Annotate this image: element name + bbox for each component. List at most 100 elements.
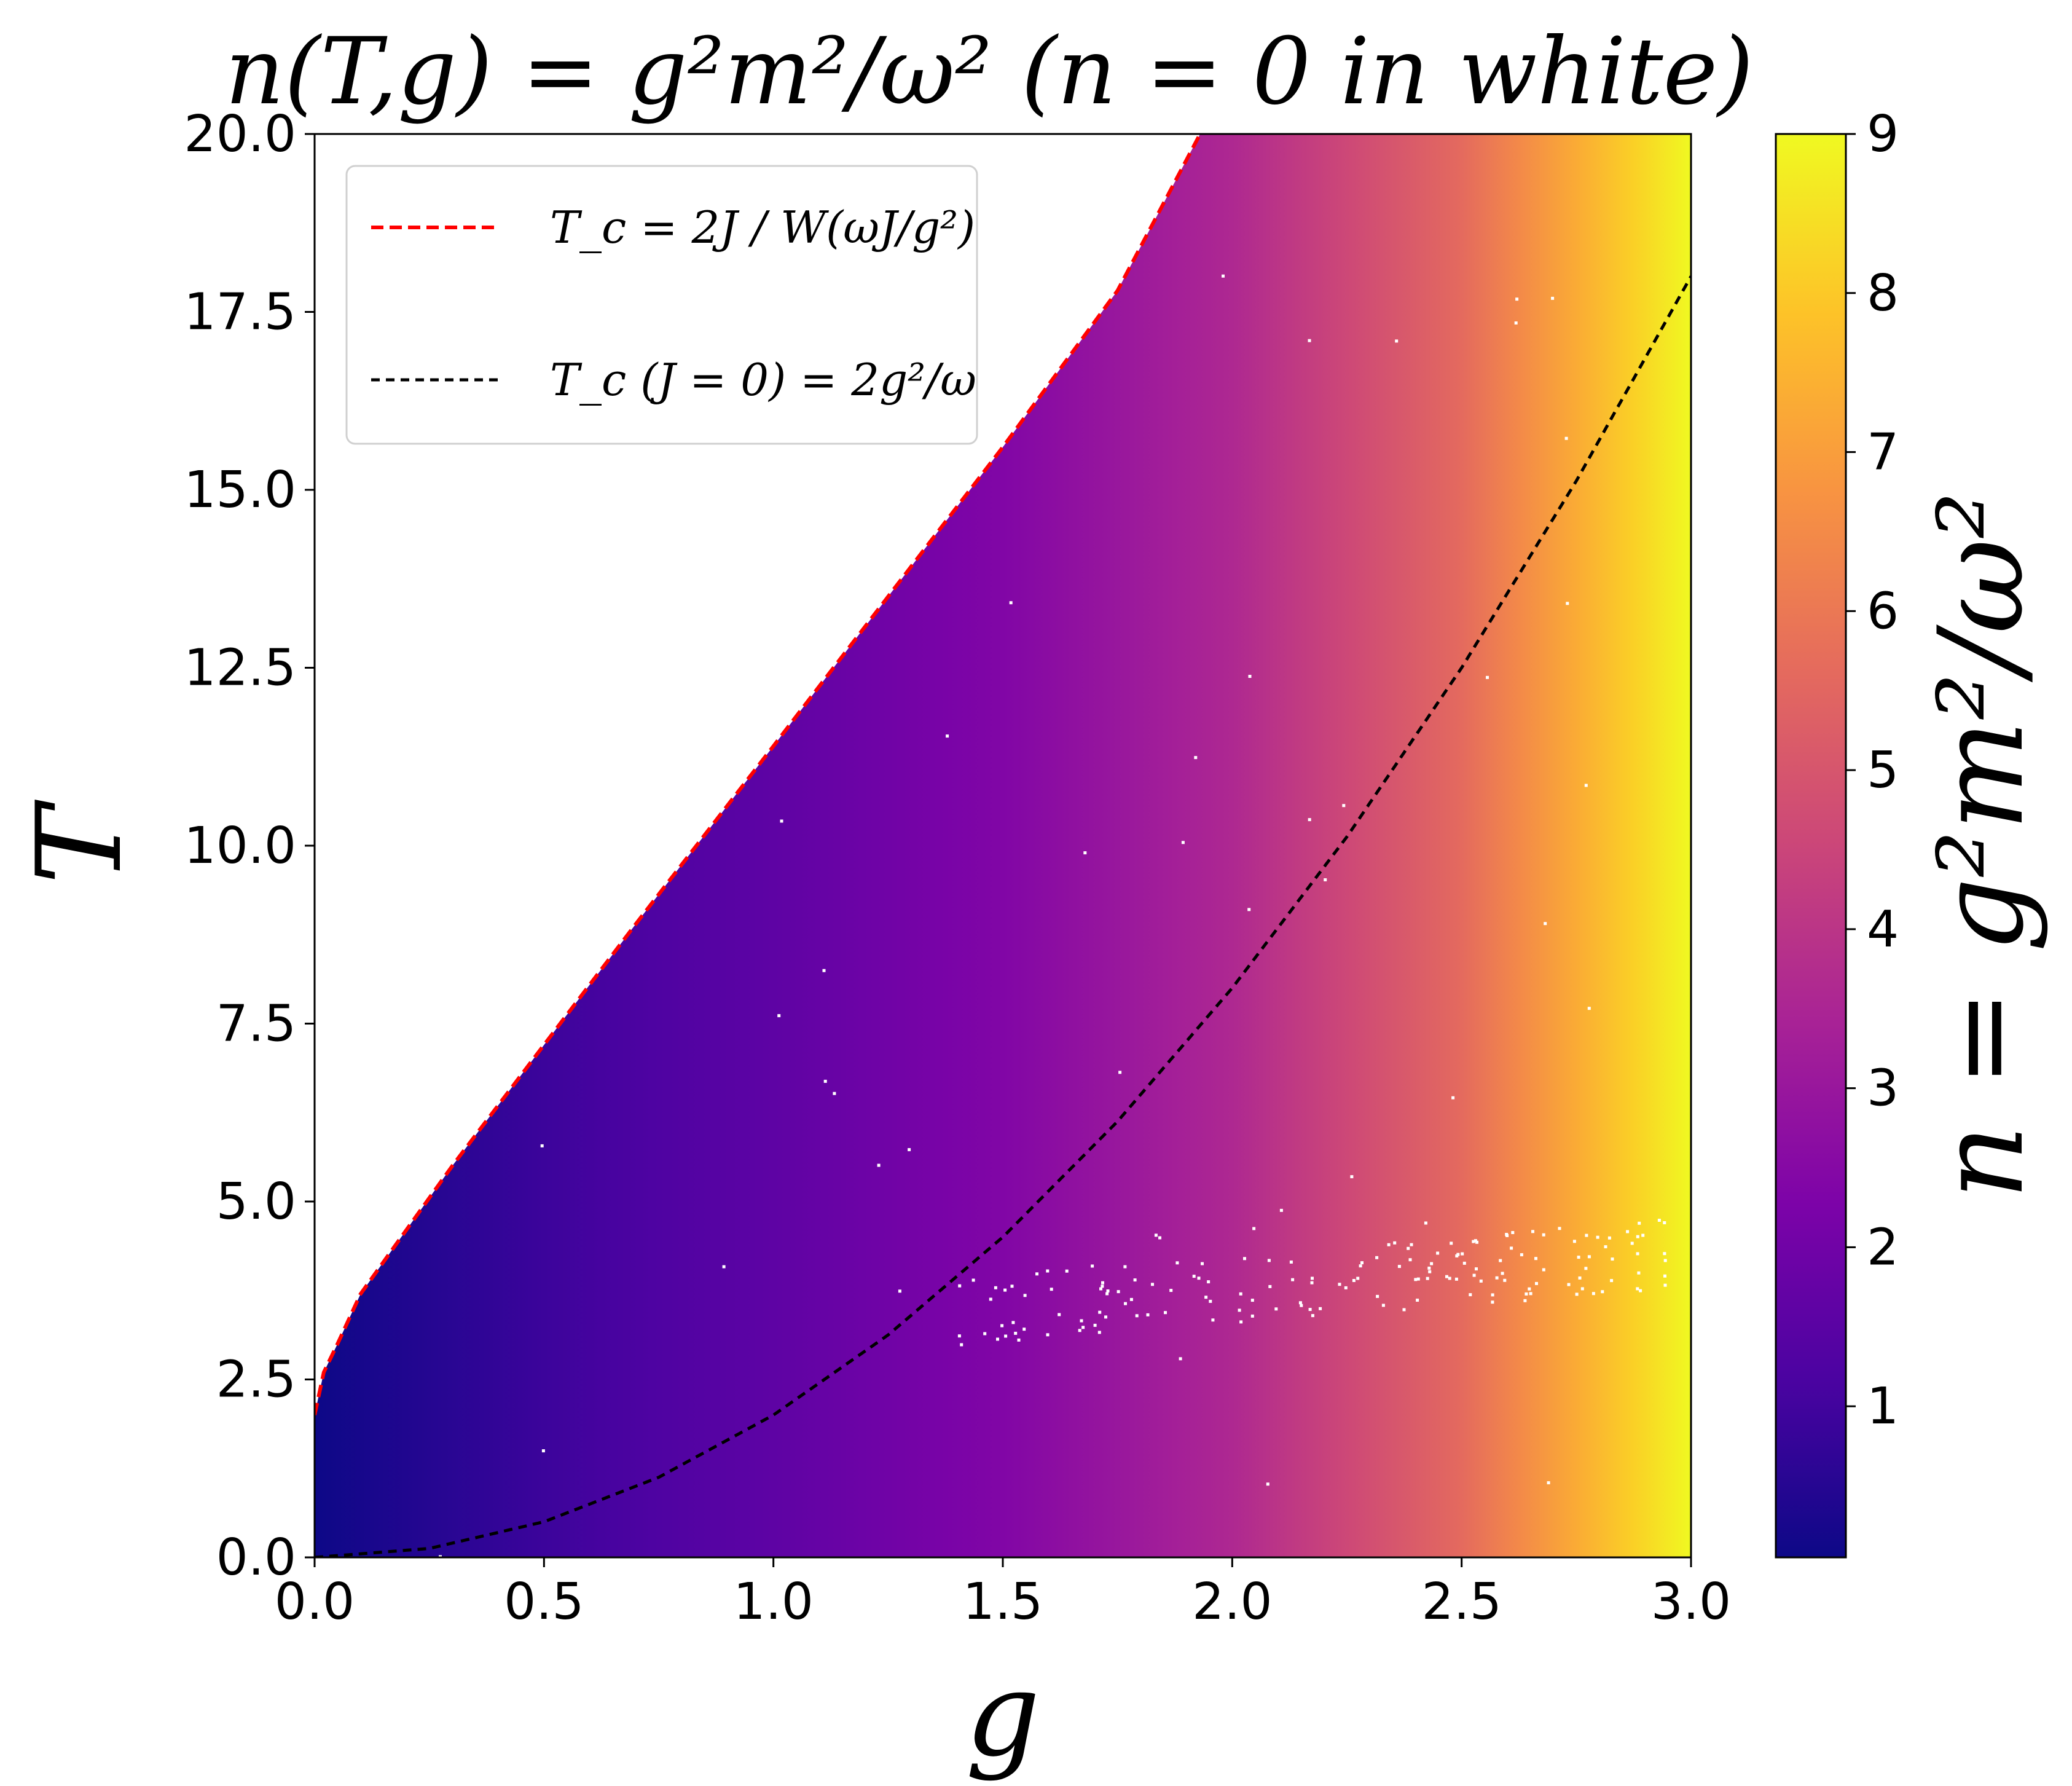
speckle [1211, 1318, 1215, 1322]
y-tick-label: 5.0 [216, 1173, 296, 1231]
speckle [1023, 1294, 1027, 1297]
speckle [1000, 1324, 1004, 1328]
speckle [1279, 1208, 1283, 1212]
speckle [1491, 1293, 1494, 1297]
speckle [1124, 1302, 1127, 1305]
speckle [1243, 1257, 1246, 1261]
speckle [1604, 1245, 1607, 1249]
speckle [1525, 1292, 1528, 1296]
speckle [1430, 1262, 1434, 1265]
speckle [1289, 1261, 1293, 1264]
speckle [1511, 1231, 1515, 1234]
speckle [1011, 1321, 1015, 1324]
speckle [441, 993, 444, 996]
x-tick-label: 1.0 [733, 1573, 813, 1631]
colorbar-label: n = g²m²/ω² [1913, 492, 2049, 1200]
speckle [1268, 1284, 1272, 1288]
speckle [1009, 601, 1013, 605]
speckle [1580, 1287, 1584, 1291]
speckle [1572, 1240, 1576, 1243]
speckle [777, 1014, 781, 1018]
speckle [1558, 1227, 1561, 1230]
speckle [1207, 1280, 1211, 1284]
speckle [1099, 1287, 1102, 1291]
speckle [1010, 1284, 1014, 1288]
speckle [1585, 1233, 1588, 1237]
heatmap-region [315, 134, 1691, 1557]
speckle [1495, 1276, 1499, 1280]
speckle [1501, 1272, 1504, 1275]
speckle [1636, 1235, 1639, 1238]
speckle [722, 1265, 726, 1269]
speckle [1410, 1243, 1413, 1246]
speckle [341, 290, 345, 294]
speckle [1475, 1240, 1478, 1244]
colorbar-tick-label: 2 [1867, 1218, 1899, 1277]
speckle [1474, 1239, 1477, 1243]
speckle [1491, 1300, 1494, 1304]
speckle [1638, 1221, 1641, 1225]
speckle [1472, 1240, 1475, 1243]
speckle [1181, 841, 1185, 844]
series-line-tc-lambert [315, 134, 1202, 1416]
speckle [1308, 818, 1311, 822]
speckle [1101, 1284, 1104, 1288]
speckle [1146, 1313, 1150, 1316]
speckle [1587, 1255, 1591, 1259]
speckle [1017, 1338, 1021, 1342]
speckle [1091, 1264, 1094, 1268]
speckle [1311, 1277, 1314, 1280]
speckle [1101, 1281, 1104, 1284]
speckle [1663, 1283, 1667, 1287]
speckle [1564, 436, 1568, 440]
speckle [835, 575, 839, 578]
speckle [1456, 1253, 1460, 1256]
speckle [1342, 804, 1346, 808]
speckle [833, 1092, 836, 1095]
speckle [1657, 1219, 1661, 1222]
speckle [337, 279, 341, 283]
svg-text:n(T,g) = g²m²/ω² (n = 0 in whi: n(T,g) = g²m²/ω² (n = 0 in white) [225, 18, 1754, 125]
speckle [1118, 1071, 1122, 1074]
speckle [1376, 1294, 1379, 1298]
speckle [1591, 1292, 1595, 1296]
speckle [1319, 1307, 1322, 1310]
speckle [983, 1332, 987, 1336]
speckle [1499, 1259, 1502, 1262]
speckle [1542, 1233, 1545, 1237]
speckle [957, 1334, 961, 1338]
speckle [1222, 274, 1225, 278]
speckle [1607, 1236, 1611, 1240]
speckle [1566, 602, 1569, 605]
speckle [1106, 1289, 1110, 1292]
speckle [1250, 1299, 1254, 1302]
speckle [823, 1079, 827, 1083]
speckle [1531, 1230, 1534, 1233]
x-tick-label: 2.0 [1192, 1573, 1272, 1631]
speckle [1310, 1281, 1314, 1284]
speckle [780, 819, 783, 823]
speckle [1169, 1289, 1173, 1292]
speckle [1338, 1283, 1341, 1286]
chart-title: n(T,g) = g²m²/ω² (n = 0 in white) [225, 18, 1754, 125]
speckle [1639, 1289, 1642, 1292]
speckle [1105, 1292, 1109, 1296]
speckle [495, 878, 498, 882]
speckle [1003, 1288, 1007, 1292]
speckle [1248, 675, 1252, 678]
speckle [1402, 1308, 1406, 1312]
speckle [1179, 1357, 1182, 1361]
speckle [541, 1449, 545, 1453]
speckle [1375, 1256, 1379, 1259]
speckle [1238, 1308, 1241, 1312]
speckle [1046, 1333, 1050, 1337]
y-tick-label: 15.0 [184, 461, 296, 519]
speckle [1387, 1243, 1391, 1246]
speckle [1469, 1293, 1472, 1297]
speckle [1151, 1283, 1154, 1286]
y-tick-label: 10.0 [184, 817, 296, 875]
speckle [1083, 851, 1087, 855]
speckle [1663, 1274, 1666, 1278]
colorbar-fill [1775, 133, 1847, 1559]
speckle [1104, 1315, 1107, 1319]
